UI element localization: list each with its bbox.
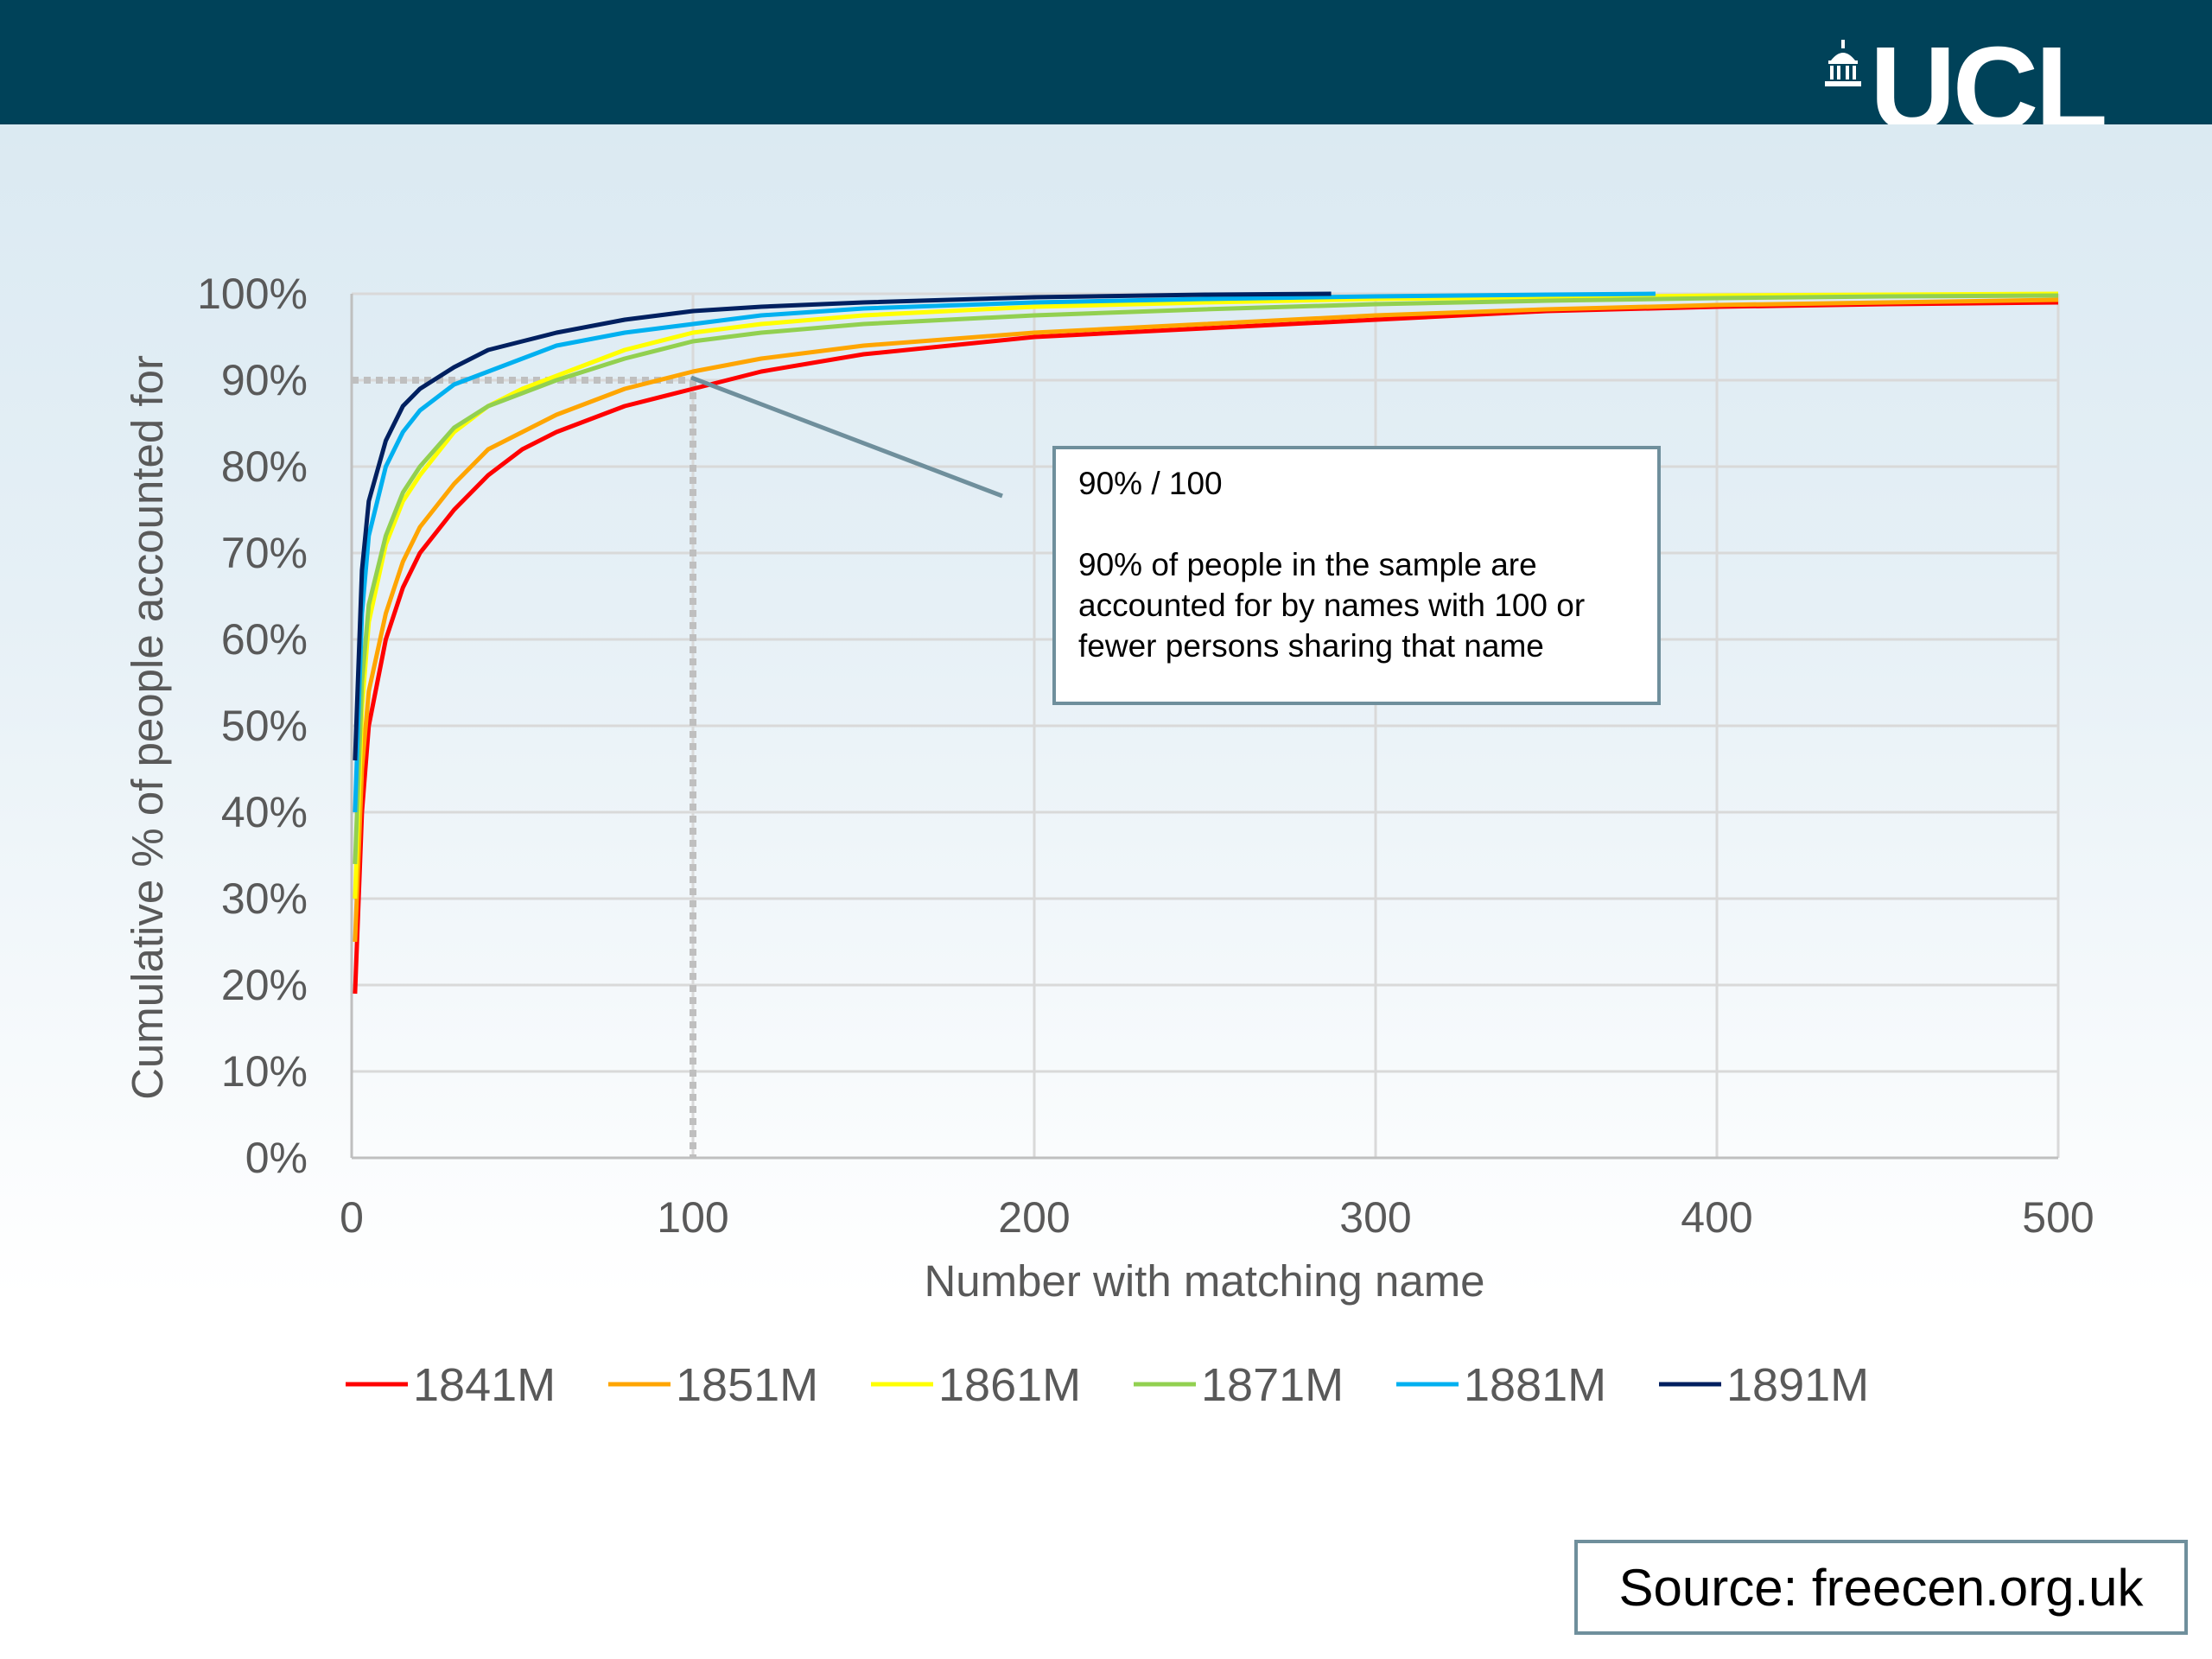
header-bar: UCL — [0, 0, 2212, 124]
legend-label-1861M: 1861M — [938, 1359, 1081, 1411]
logo-text: UCL — [1870, 35, 2108, 124]
y-tick-label-7: 70% — [221, 529, 308, 577]
x-tick-label-4: 400 — [1681, 1193, 1752, 1242]
chart-legend: 1841M 1851M 1861M 1871M 1881M 1891M — [346, 1359, 1869, 1411]
x-axis-title: Number with matching name — [924, 1256, 1484, 1306]
y-tick-label-4: 40% — [221, 788, 308, 836]
y-tick-label-1: 10% — [221, 1047, 308, 1096]
x-tick-label-5: 500 — [2022, 1193, 2094, 1242]
y-tick-labels: 0% 10% 20% 30% 40% 50% 60% 70% 80% 90% 100% — [197, 270, 308, 1182]
legend-label-1871M: 1871M — [1201, 1359, 1344, 1411]
series-line-1871M — [353, 293, 2059, 865]
ucl-logo: UCL — [1823, 35, 2152, 124]
x-tick-label-0: 0 — [340, 1193, 364, 1242]
y-tick-label-8: 80% — [221, 442, 308, 491]
legend-label-1851M: 1851M — [676, 1359, 818, 1411]
y-tick-label-6: 60% — [221, 615, 308, 664]
x-tick-label-2: 200 — [998, 1193, 1070, 1242]
x-tick-labels: 0 100 200 300 400 500 — [340, 1193, 2094, 1242]
y-tick-label-3: 30% — [221, 874, 308, 923]
series-line-1881M — [353, 291, 1656, 813]
x-tick-label-1: 100 — [657, 1193, 728, 1242]
legend-label-1841M: 1841M — [413, 1359, 556, 1411]
portico-dome-icon — [1825, 40, 1861, 86]
annotation-body: 90% of people in the sample are accounte… — [1078, 547, 1586, 664]
series-line-1891M — [353, 291, 1332, 761]
legend-label-1881M: 1881M — [1464, 1359, 1606, 1411]
y-tick-label-5: 50% — [221, 702, 308, 750]
source-text: Source: freecen.org.uk — [1618, 1558, 2144, 1617]
annotation-box: 90% / 100 90% of people in the sample ar… — [1052, 446, 1661, 705]
y-axis-title: Cumulative % of people accounted for — [123, 355, 172, 1100]
annotation-callout-line — [690, 375, 1003, 499]
series-line-1851M — [353, 297, 2059, 943]
y-tick-label-2: 20% — [221, 961, 308, 1009]
x-tick-label-3: 300 — [1339, 1193, 1411, 1242]
y-tick-label-9: 90% — [221, 356, 308, 404]
series-line-1861M — [353, 291, 2059, 899]
reference-lines — [352, 377, 696, 1158]
chart-gridlines — [350, 292, 2060, 1160]
series-lines — [353, 291, 2059, 995]
y-tick-label-0: 0% — [245, 1134, 308, 1182]
y-tick-label-10: 100% — [197, 270, 308, 318]
series-line-1841M — [353, 300, 2059, 995]
annotation-title: 90% / 100 — [1078, 466, 1223, 501]
legend-label-1891M: 1891M — [1726, 1359, 1869, 1411]
chart-axes — [350, 294, 2058, 1160]
source-box: Source: freecen.org.uk — [1574, 1540, 2188, 1635]
